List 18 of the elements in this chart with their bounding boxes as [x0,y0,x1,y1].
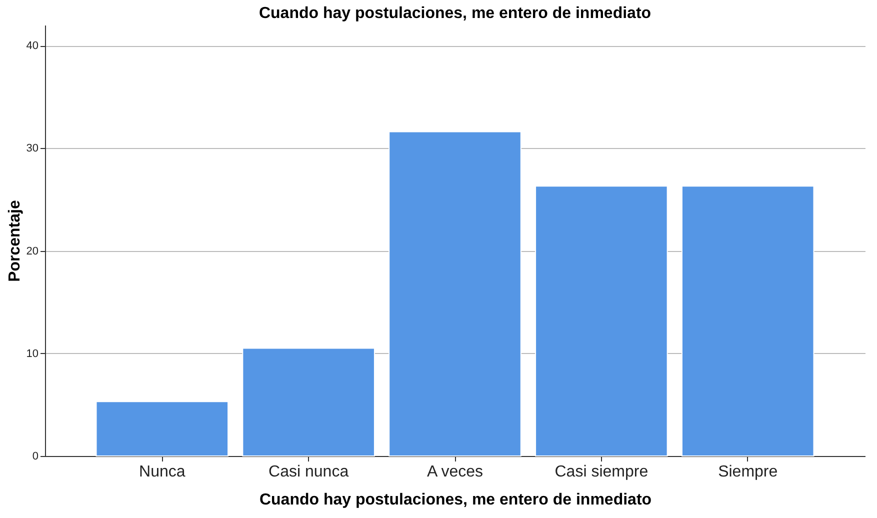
x-axis-title: Cuando hay postulaciones, me entero de inmediato [259,492,652,508]
bar [535,186,668,456]
x-tick-label: Nunca [139,464,186,480]
x-tick-label: Casi siempre [554,464,648,480]
x-tick-label: Casi nunca [268,464,349,480]
y-tick-label: 0 [32,450,38,462]
chart-title: Cuando hay postulaciones, me entero de inmediato [258,5,652,22]
bar [242,348,375,456]
y-tick-label: 10 [26,348,38,360]
y-tick-label: 30 [26,142,38,155]
y-tick-label: 40 [26,40,38,52]
y-tick-label: 20 [26,245,38,258]
x-tick-label: Siempre [718,464,778,480]
x-tick-label: A veces [426,464,484,480]
bar [96,401,229,456]
bar [388,131,522,456]
bar [681,186,814,456]
y-axis-title: Porcentaje [6,200,24,282]
